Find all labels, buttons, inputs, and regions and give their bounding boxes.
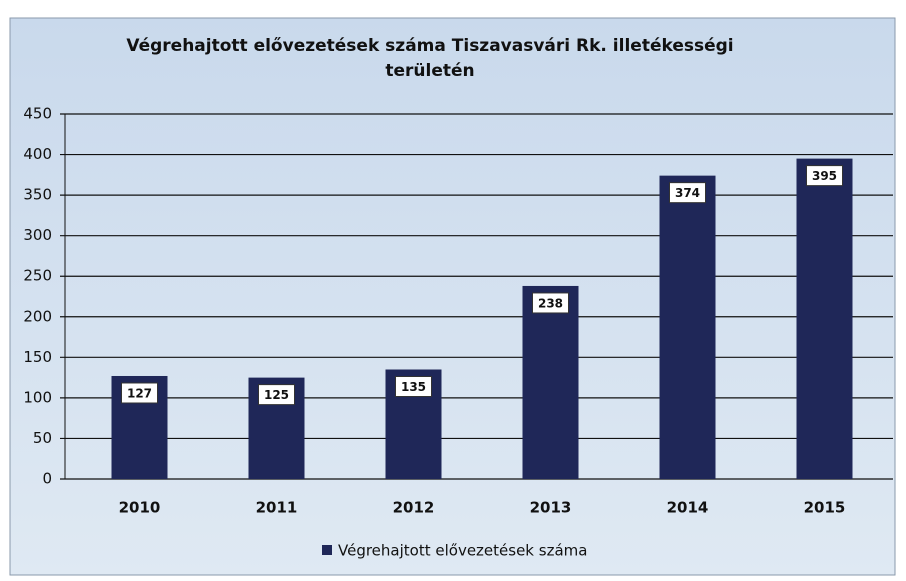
y-tick-label: 50 — [33, 429, 52, 447]
y-tick-label: 450 — [23, 105, 52, 123]
chart-area — [9, 17, 896, 576]
x-tick-label: 2014 — [667, 499, 709, 517]
y-tick-label: 400 — [23, 145, 52, 163]
y-tick-label: 100 — [23, 388, 52, 406]
value-label-box — [395, 376, 432, 397]
value-label: 374 — [675, 186, 700, 200]
x-tick-label: 2012 — [393, 499, 435, 517]
value-label: 135 — [401, 380, 426, 394]
y-tick-label: 350 — [23, 186, 52, 204]
y-tick-label: 250 — [23, 267, 52, 285]
x-tick-label: 2013 — [530, 499, 572, 517]
x-tick-label: 2015 — [804, 499, 846, 517]
y-tick-label: 300 — [23, 226, 52, 244]
value-label-box — [806, 165, 843, 187]
legend-label: Végrehajtott elővezetések száma — [338, 542, 587, 560]
value-label-box — [532, 292, 569, 314]
value-label-box — [121, 382, 158, 404]
value-label: 127 — [127, 386, 152, 400]
y-tick-label: 150 — [23, 348, 52, 366]
bar — [522, 285, 579, 479]
value-label-box — [669, 182, 706, 204]
x-tick-label: 2011 — [256, 499, 298, 517]
x-tick-label: 2010 — [119, 499, 161, 517]
value-label: 395 — [812, 169, 837, 183]
chart-title: Végrehajtott elővezetések száma Tiszavas… — [126, 36, 734, 81]
bar — [796, 158, 853, 479]
bar — [659, 175, 716, 479]
value-label: 125 — [264, 388, 289, 402]
value-label-box — [258, 384, 295, 406]
y-tick-label: 200 — [23, 307, 52, 325]
y-tick-label: 0 — [42, 470, 52, 488]
value-label: 238 — [538, 296, 563, 310]
legend-swatch — [322, 545, 332, 555]
